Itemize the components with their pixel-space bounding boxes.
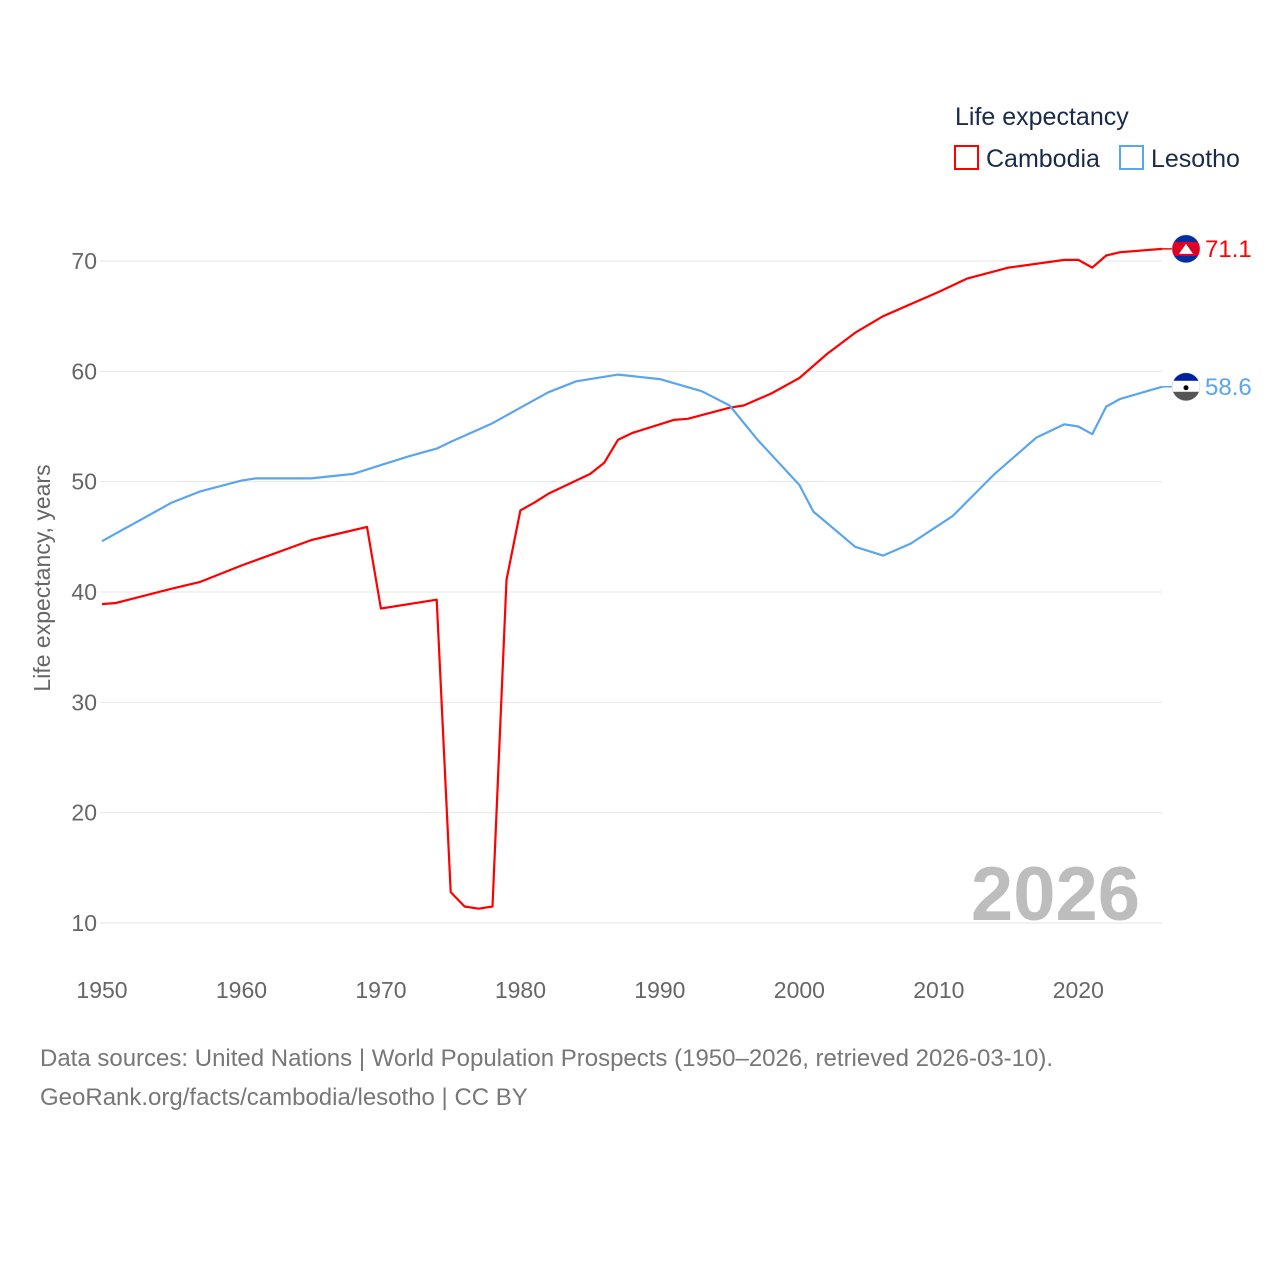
end-markers: 71.1 58.6 — [1162, 234, 1252, 402]
y-axis-label: Life expectancy, years — [29, 464, 55, 691]
x-tick-label: 1990 — [634, 977, 685, 1003]
legend-label-lesotho: Lesotho — [1151, 145, 1240, 173]
gridlines — [100, 260, 1162, 924]
x-tick-label: 1980 — [495, 977, 546, 1003]
series-lines — [101, 247, 1163, 910]
y-tick-label: 20 — [71, 800, 97, 826]
source-note: Data sources: United Nations | World Pop… — [40, 1045, 1054, 1072]
y-tick-label: 70 — [71, 248, 97, 274]
legend-item-cambodia[interactable]: Cambodia — [954, 145, 1100, 173]
x-tick-label: 2000 — [774, 977, 825, 1003]
legend-swatch-cambodia — [954, 145, 979, 170]
series-line-cambodia — [101, 247, 1163, 910]
y-tick-label: 40 — [71, 579, 97, 605]
x-axis-ticks: 1950 1960 1970 1980 1990 2000 2010 2020 — [76, 977, 1103, 1003]
legend: Life expectancy Cambodia Lesotho — [954, 103, 1240, 173]
attribution-link[interactable]: GeoRank.org/facts/cambodia/lesotho | CC … — [40, 1084, 528, 1111]
x-tick-label: 2020 — [1053, 977, 1104, 1003]
y-tick-label: 10 — [71, 910, 97, 936]
flag-icon-cambodia — [1171, 234, 1201, 264]
end-value-label-lesotho: 58.6 — [1205, 374, 1252, 401]
series-line-lesotho — [101, 373, 1163, 557]
y-tick-label: 50 — [71, 469, 97, 495]
y-tick-label: 60 — [71, 358, 97, 384]
y-tick-label: 30 — [71, 689, 97, 715]
x-tick-label: 1970 — [355, 977, 406, 1003]
y-axis-ticks: 10 20 30 40 50 60 70 — [71, 248, 97, 936]
x-tick-label: 1960 — [216, 977, 267, 1003]
line-chart: 10 20 30 40 50 60 70 1950 1960 1970 1980 1990 2000 2… — [29, 103, 1252, 1003]
legend-label-cambodia: Cambodia — [986, 145, 1100, 173]
end-value-label-cambodia: 71.1 — [1205, 236, 1252, 263]
legend-item-lesotho[interactable]: Lesotho — [1119, 145, 1240, 173]
flag-icon-lesotho — [1171, 372, 1201, 402]
legend-title: Life expectancy — [955, 103, 1129, 131]
year-watermark: 2026 — [971, 852, 1140, 937]
legend-swatch-lesotho — [1119, 145, 1144, 170]
x-tick-label: 1950 — [76, 977, 127, 1003]
x-tick-label: 2010 — [913, 977, 964, 1003]
